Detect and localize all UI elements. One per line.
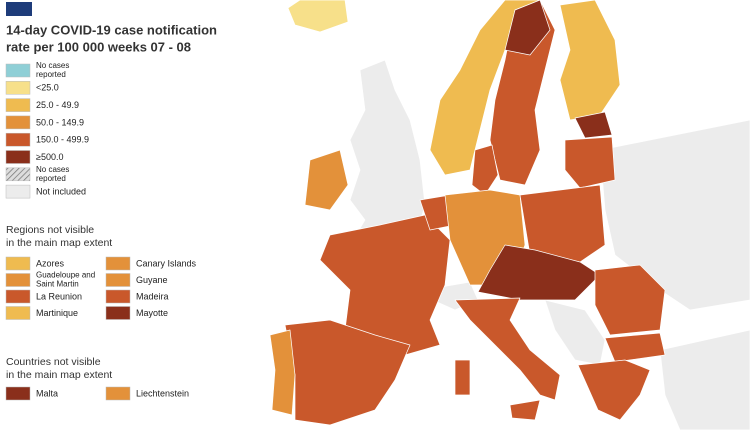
legend-label: No cases reported — [36, 165, 69, 183]
legend-swatch — [5, 386, 31, 401]
legend-swatch — [5, 306, 31, 320]
section-title: in the main map extent — [6, 369, 112, 381]
legend-swatch — [5, 289, 31, 304]
ireland — [304, 149, 349, 211]
east-non-eu — [599, 119, 750, 311]
legend-label: Guadeloupe and Saint Martin — [36, 271, 95, 289]
spain — [284, 319, 411, 426]
portugal — [269, 329, 296, 416]
legend-label: Martinique — [36, 308, 78, 318]
iceland — [287, 0, 349, 33]
legend-label: La Reunion — [36, 291, 82, 301]
greece — [577, 359, 651, 421]
sweden-north — [504, 0, 551, 56]
legend-swatch — [105, 306, 131, 320]
sweden — [489, 0, 556, 186]
finland — [559, 0, 621, 121]
legend-label: Azores — [36, 258, 65, 268]
legend-label: Malta — [36, 388, 58, 398]
bulgaria — [604, 332, 666, 363]
legend-swatch — [5, 273, 31, 287]
legend-label: 25.0 - 49.9 — [36, 100, 79, 110]
legend-swatch — [5, 132, 31, 147]
legend-label: Liechtenstein — [136, 388, 189, 398]
balkans-non-eu — [544, 299, 606, 366]
legend-label: Canary Islands — [136, 258, 197, 268]
section-title: in the main map extent — [6, 237, 112, 249]
title-line: rate per 100 000 weeks 07 - 08 — [6, 39, 191, 54]
legend-label: ≥500.0 — [36, 152, 63, 162]
legend-panel — [0, 0, 245, 430]
legend-swatch — [105, 273, 131, 287]
title-line: 14-day COVID-19 case notification — [6, 22, 217, 37]
romania — [594, 264, 666, 336]
legend-swatch — [5, 150, 31, 164]
italy — [454, 297, 561, 401]
legend-swatch — [5, 184, 31, 199]
latvia-lithuania — [564, 136, 616, 189]
section-title: Countries not visible — [6, 356, 101, 368]
legend-swatch — [5, 63, 31, 78]
legend-swatch — [5, 81, 31, 95]
legend-label: <25.0 — [36, 83, 59, 93]
legend-label: 50.0 - 149.9 — [36, 117, 84, 127]
legend-label: Guyane — [136, 275, 168, 285]
section-title: Regions not visible — [6, 224, 94, 236]
czechia-austria-hungary — [477, 244, 601, 301]
legend-label: No cases reported — [36, 61, 69, 79]
legend-swatch — [5, 256, 31, 271]
legend-label: Not included — [36, 186, 86, 196]
sicily-sardinia — [454, 359, 541, 421]
ecdc-logo — [6, 2, 32, 16]
legend-label: 150.0 - 499.9 — [36, 135, 89, 145]
europe-map — [269, 0, 750, 430]
legend-swatch — [105, 386, 131, 401]
legend-swatch — [105, 289, 131, 304]
legend-swatch — [5, 167, 31, 182]
turkey — [659, 329, 750, 430]
legend-label: Mayotte — [136, 308, 168, 318]
denmark — [471, 144, 499, 196]
estonia — [574, 111, 613, 139]
legend-label: Madeira — [136, 291, 169, 301]
legend-swatch — [105, 256, 131, 271]
legend-swatch — [5, 115, 31, 130]
poland — [519, 184, 606, 263]
legend-swatch — [5, 98, 31, 112]
